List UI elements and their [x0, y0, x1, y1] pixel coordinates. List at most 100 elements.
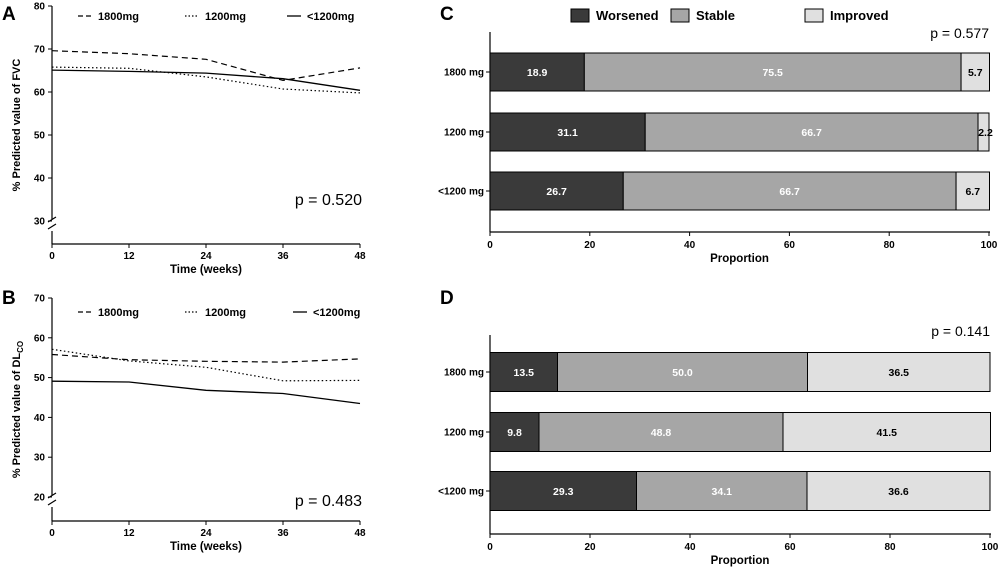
- bar-segment-worsened: [489, 52, 585, 92]
- y-axis-title-text: % Predicted value of FVC: [11, 59, 23, 192]
- y-tick-label: 60: [34, 88, 46, 99]
- panel-a: A 30 40 50 60 70 80 0 12 24 36 48 Time (weeks) % Pred…: [2, 2, 366, 277]
- legend-label: Stable: [696, 8, 735, 23]
- bar-segment-worsened: [489, 471, 637, 511]
- x-tick-label: 20: [584, 542, 596, 553]
- data-label: 29.3: [553, 486, 574, 498]
- data-label: 2.2: [978, 127, 993, 139]
- legend-swatch: [804, 8, 824, 23]
- x-tick-label: 0: [49, 251, 55, 262]
- x-tick-label: 80: [884, 240, 896, 251]
- x-tick-label: 48: [354, 251, 366, 262]
- x-tick-label: 12: [123, 528, 135, 539]
- data-label: 50.0: [672, 367, 693, 379]
- x-tick-label: 12: [123, 251, 135, 262]
- p-value: p = 0.577: [930, 25, 989, 41]
- p-value: p = 0.141: [931, 323, 990, 339]
- data-label: 36.5: [889, 367, 910, 379]
- series-line-lt-1200mg: [51, 380, 361, 405]
- x-tick-label: 100: [981, 240, 998, 251]
- bar-segment-worsened: [489, 112, 646, 152]
- panel-c: C 0 20 40 60 80 100 Proportion 1800 mg 18.9 75.5 5.…: [438, 4, 998, 265]
- bar-segment-worsened: [489, 412, 540, 452]
- x-tick-label: 80: [884, 542, 896, 553]
- x-tick-label: 40: [684, 240, 696, 251]
- y-tick-label: 50: [34, 373, 46, 384]
- category-label: <1200 mg: [438, 487, 484, 498]
- axis-break-mark: [47, 216, 57, 230]
- x-tick-label: 0: [487, 542, 493, 553]
- y-tick-label: 70: [34, 294, 46, 305]
- x-axis-title: Time (weeks): [170, 264, 242, 276]
- legend-label: 1800mg: [98, 307, 139, 319]
- panel-letter: C: [440, 4, 454, 25]
- bar-segment-stable: [636, 471, 808, 511]
- legend-swatch: [670, 8, 690, 23]
- data-label: 9.8: [507, 427, 522, 439]
- x-axis-title: Proportion: [710, 253, 769, 265]
- bar-segment-improved: [960, 52, 990, 92]
- x-tick-label: 36: [277, 251, 289, 262]
- legend-swatch: [570, 8, 590, 23]
- series-line-1800mg: [51, 353, 361, 363]
- axis-break-mark: [47, 492, 57, 506]
- y-tick-label: 30: [34, 217, 46, 228]
- data-label: 48.8: [651, 427, 672, 439]
- y-tick-label: 40: [34, 174, 46, 185]
- legend-label: 1800mg: [98, 11, 139, 23]
- p-value: p = 0.520: [295, 192, 362, 209]
- y-axis-title: % Predicted value of DLCO: [11, 341, 25, 478]
- series-line-1800mg: [51, 50, 361, 82]
- category-label: 1800 mg: [444, 368, 484, 379]
- bar-segment-improved: [782, 412, 991, 452]
- x-tick-label: 60: [784, 542, 796, 553]
- data-label: 75.5: [762, 67, 783, 79]
- category-label: <1200 mg: [438, 187, 484, 198]
- y-tick-label: 40: [34, 413, 46, 424]
- series-line-lt-1200mg: [51, 69, 361, 91]
- y-tick-label: 70: [34, 45, 46, 56]
- x-tick-label: 20: [584, 240, 596, 251]
- panel-letter: A: [2, 4, 16, 25]
- y-tick-label: 60: [34, 333, 46, 344]
- legend-label: Worsened: [596, 8, 659, 23]
- bar-segment-improved: [806, 471, 991, 511]
- x-tick-label: 48: [354, 528, 366, 539]
- legend-label: 1200mg: [205, 11, 246, 23]
- y-axis-title: % Predicted value of FVC: [11, 59, 23, 192]
- data-label: 5.7: [968, 67, 983, 79]
- legend-label: <1200mg: [313, 307, 360, 319]
- x-tick-label: 60: [784, 240, 796, 251]
- bar-segment-worsened: [489, 352, 558, 392]
- bar-segment-stable: [644, 112, 979, 152]
- x-axis-title: Proportion: [711, 555, 770, 567]
- y-tick-label: 30: [34, 453, 46, 464]
- x-tick-label: 100: [982, 542, 999, 553]
- panel-letter: B: [2, 288, 16, 309]
- category-label: 1200 mg: [444, 428, 484, 439]
- data-label: 13.5: [514, 367, 535, 379]
- data-label: 26.7: [546, 186, 567, 198]
- bar-segment-worsened: [489, 171, 624, 211]
- x-axis-title: Time (weeks): [170, 541, 242, 553]
- data-label: 66.7: [779, 186, 800, 198]
- x-tick-label: 24: [200, 251, 212, 262]
- bar-segment-stable: [622, 171, 957, 211]
- data-label: 31.1: [557, 127, 578, 139]
- data-label: 6.7: [965, 186, 980, 198]
- bar-segment-improved: [977, 112, 990, 152]
- panel-d: D 0 20 40 60 80 100 Proportion 1800 mg 13.5 50.0 36…: [438, 288, 999, 567]
- x-tick-label: 0: [49, 528, 55, 539]
- y-axis-title-text: % Predicted value of DL: [11, 353, 23, 479]
- data-label: 34.1: [712, 486, 733, 498]
- x-tick-label: 0: [487, 240, 493, 251]
- legend-label: <1200mg: [307, 11, 354, 23]
- legend-label: 1200mg: [205, 307, 246, 319]
- y-axis-title-subscript: CO: [16, 341, 25, 353]
- data-label: 36.6: [888, 486, 909, 498]
- data-label: 66.7: [801, 127, 822, 139]
- data-label: 41.5: [877, 427, 898, 439]
- legend-label: Improved: [830, 8, 889, 23]
- bar-segment-improved: [955, 171, 990, 211]
